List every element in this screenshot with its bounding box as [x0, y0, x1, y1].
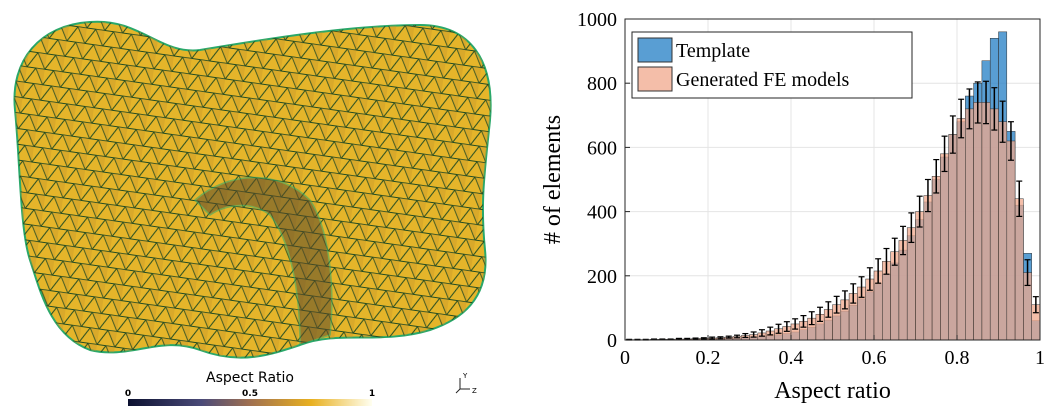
- error-bar: [866, 267, 873, 291]
- bar: [989, 108, 999, 341]
- error-bar: [858, 276, 865, 298]
- error-bar: [1032, 296, 1039, 314]
- x-tick-label: 0.2: [696, 347, 721, 369]
- error-bar: [983, 80, 990, 125]
- colorbar-tick-label: 0: [125, 389, 131, 399]
- axes-box: [624, 18, 1041, 341]
- mesh-render: [13, 20, 492, 359]
- legend-label: Template: [676, 40, 750, 62]
- error-bar: [717, 336, 724, 340]
- error-bar: [833, 295, 840, 314]
- error-bar: [949, 115, 956, 154]
- bar: [998, 121, 1008, 341]
- y-tick-label: 800: [587, 73, 617, 95]
- bar: [923, 195, 933, 341]
- bar: [981, 102, 991, 341]
- colorbar: [128, 399, 372, 406]
- legend: Template Generated FE models: [631, 31, 913, 99]
- error-bar: [783, 321, 790, 332]
- error-bar: [750, 331, 757, 338]
- legend-box: [631, 31, 913, 99]
- error-bar: [1007, 121, 1014, 161]
- error-bar: [908, 212, 915, 244]
- colorbar-tick-label: 1: [369, 389, 375, 399]
- y-axis-label: # of elements: [540, 115, 566, 244]
- axes-triad: [455, 378, 470, 394]
- bar: [915, 211, 925, 341]
- triad-label: Y: [462, 372, 468, 380]
- error-bar: [808, 311, 815, 326]
- legend-swatch: [637, 37, 673, 63]
- legend-label: Generated FE models: [676, 69, 849, 91]
- error-bar: [924, 178, 931, 213]
- error-bar: [767, 326, 774, 336]
- triad-label: Z: [472, 387, 477, 395]
- x-tick-label: 0: [620, 347, 630, 369]
- error-bar: [916, 195, 923, 228]
- bar: [973, 102, 983, 341]
- bar: [931, 176, 941, 341]
- error-bar: [758, 329, 765, 337]
- colorbar-title: Aspect Ratio: [206, 370, 294, 386]
- x-axis-label: Aspect ratio: [774, 378, 891, 404]
- error-bar: [966, 88, 973, 130]
- error-bar: [900, 225, 907, 256]
- colorbar-gradient: [128, 399, 372, 406]
- x-tick-label: 0.6: [862, 347, 887, 369]
- error-bar: [817, 306, 824, 322]
- y-tick-label: 400: [587, 202, 617, 224]
- bar: [948, 134, 958, 341]
- y-tick-label: 0: [607, 330, 617, 352]
- bar: [965, 108, 974, 341]
- error-bar: [850, 283, 857, 304]
- error-bar: [742, 332, 749, 339]
- error-bar: [958, 98, 965, 139]
- error-bar: [709, 336, 716, 340]
- x-tick-label: 0.4: [779, 347, 804, 369]
- histogram: 0 0.2 0.4 0.6 0.8 1 0 200 400 600 800 1000 Aspect ra…: [540, 9, 1045, 404]
- error-bar: [933, 158, 940, 194]
- error-bar: [841, 290, 848, 310]
- error-bar: [1024, 259, 1031, 287]
- x-tick-label: 0.8: [945, 347, 970, 369]
- bar: [1014, 198, 1024, 341]
- error-bar: [974, 81, 981, 124]
- bar: [940, 153, 949, 341]
- error-bar: [991, 87, 998, 131]
- bar: [956, 118, 966, 341]
- error-bar: [692, 337, 699, 340]
- error-bar: [800, 315, 807, 328]
- bar: [1006, 140, 1016, 341]
- bar: [906, 227, 916, 341]
- y-tick-label: 1000: [577, 9, 617, 31]
- colorbar-tick-label: 0.5: [242, 389, 258, 399]
- error-bar: [875, 258, 882, 284]
- error-bar: [1016, 180, 1023, 218]
- error-bar: [999, 100, 1006, 143]
- error-bar: [941, 135, 948, 173]
- y-tick-label: 200: [587, 266, 617, 288]
- error-bar: [792, 318, 799, 330]
- x-tick-label: 1: [1035, 347, 1045, 369]
- bar: [898, 240, 908, 341]
- error-bar: [883, 247, 890, 275]
- error-bar: [700, 337, 707, 340]
- error-bar: [734, 334, 741, 339]
- error-bar: [725, 335, 732, 339]
- legend-swatch: [637, 66, 673, 92]
- error-bar: [825, 301, 832, 318]
- error-bar: [891, 237, 898, 266]
- error-bar: [775, 323, 782, 334]
- y-tick-label: 600: [587, 137, 617, 159]
